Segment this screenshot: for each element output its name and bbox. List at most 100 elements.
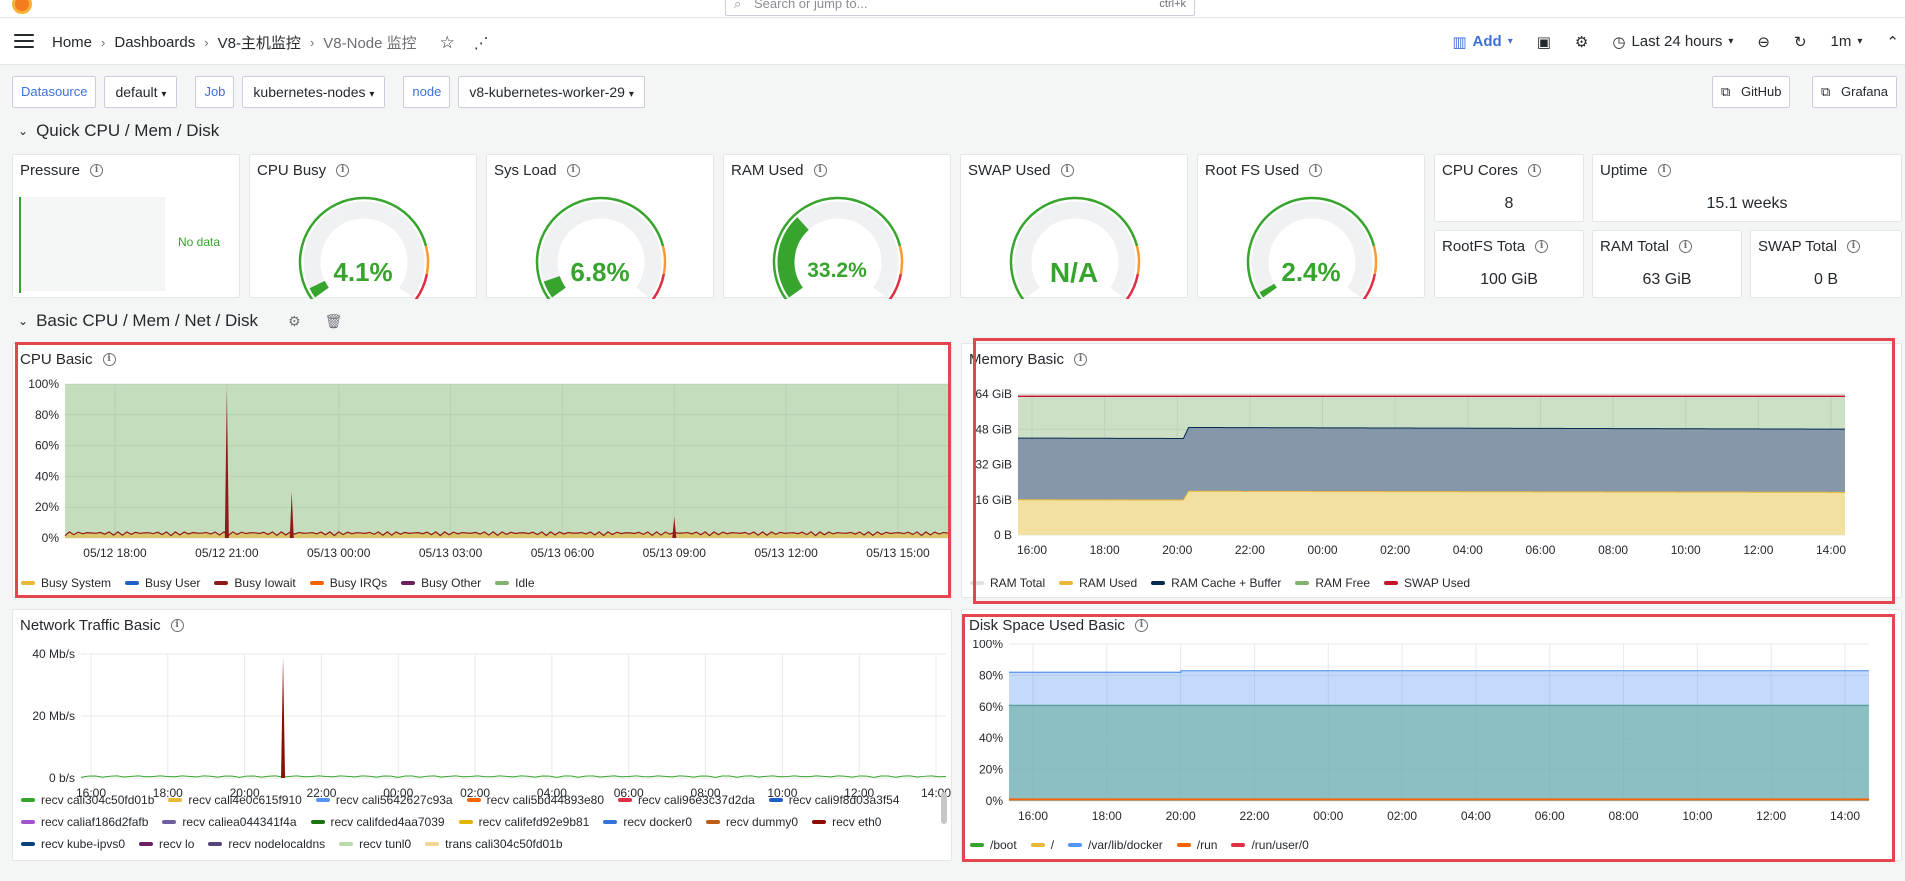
variable-select-job[interactable]: kubernetes-nodes ▾ (242, 76, 386, 108)
gauge-threshold-orange (661, 245, 667, 275)
row-basic-cpu-mem-net-disk[interactable]: ⌄ Basic CPU / Mem / Net / Disk ⚙ 🗑 (18, 311, 342, 331)
legend-item[interactable]: SWAP Used (1384, 576, 1470, 590)
ram-used-area (1018, 491, 1845, 535)
share-icon[interactable]: ⋰ (473, 34, 489, 52)
info-icon[interactable]: i (1535, 240, 1549, 253)
memory-basic-chart[interactable]: 0 B 16 GiB 32 GiB 48 GiB 64 GiB 16:00 18:00 20:… (962, 374, 1903, 599)
breadcrumb-dashboards[interactable]: Dashboards (114, 34, 196, 51)
legend-item[interactable]: recv caliaf186d2fafb (21, 815, 148, 829)
legend-item[interactable]: recv cali5642627c93a (315, 793, 453, 807)
legend-item[interactable]: RAM Cache + Buffer (1151, 576, 1281, 590)
info-icon[interactable]: i (170, 619, 184, 632)
x-tick-label: 05/13 12:00 (754, 546, 818, 560)
legend-item[interactable]: recv nodelocaldns (208, 837, 325, 851)
legend-swatch (1384, 581, 1399, 585)
add-button[interactable]: ▥ Add ▾ (1440, 33, 1524, 51)
legend-label: recv tunl0 (359, 837, 412, 851)
legend-item[interactable]: recv cali96e3c37d2da (618, 793, 755, 807)
row-quick-cpu-mem-disk[interactable]: ⌄ Quick CPU / Mem / Disk (18, 121, 219, 141)
legend-item[interactable]: recv cali9f8d03a3f54 (768, 793, 900, 807)
info-icon[interactable]: i (1134, 619, 1148, 632)
legend-item[interactable]: recv cali4e0c615f910 (168, 793, 302, 807)
info-icon[interactable]: i (336, 164, 350, 177)
legend-item[interactable]: Busy User (125, 576, 200, 590)
legend-item[interactable]: recv califded4aa7039 (310, 815, 445, 829)
info-icon[interactable]: i (90, 164, 104, 177)
panel-pressure: Pressure i No data (12, 154, 240, 298)
info-icon[interactable]: i (1309, 164, 1323, 177)
collapse-header-button[interactable]: ⌃ (1874, 33, 1905, 51)
legend-item[interactable]: recv eth0 (812, 815, 881, 829)
info-icon[interactable]: i (813, 164, 827, 177)
legend-item[interactable]: recv kube-ipvs0 (21, 837, 125, 851)
legend-swatch (162, 820, 177, 824)
legend-item[interactable]: RAM Free (1295, 576, 1370, 590)
star-icon[interactable]: ☆ (439, 32, 455, 52)
menu-icon[interactable] (14, 34, 34, 52)
row-settings-gear-icon[interactable]: ⚙ (288, 312, 301, 329)
x-tick-label: 02:00 (1387, 809, 1417, 823)
breadcrumb-home[interactable]: Home (52, 34, 93, 51)
legend-item[interactable]: Busy IRQs (309, 576, 387, 590)
legend-item[interactable]: recv lo (139, 837, 194, 851)
legend-item[interactable]: / (1030, 838, 1054, 852)
disk-space-used-basic-chart[interactable]: 0% 20% 40% 60% 80% 100% 16:00 18:00 20:00 22:00 00… (962, 640, 1903, 835)
x-tick-label: 16:00 (1018, 809, 1048, 823)
legend-item[interactable]: Idle (495, 576, 535, 590)
info-icon[interactable]: i (1657, 164, 1671, 177)
legend-item[interactable]: RAM Total (970, 576, 1045, 590)
legend-item[interactable]: RAM Used (1059, 576, 1137, 590)
legend-swatch (425, 842, 440, 846)
breadcrumb-folder[interactable]: V8-主机监控 (217, 35, 301, 52)
legend-item[interactable]: Busy System (21, 576, 111, 590)
zoom-out-button[interactable]: ⊖ (1745, 33, 1782, 51)
info-icon[interactable]: i (1074, 353, 1088, 366)
legend-item[interactable]: recv docker0 (603, 815, 692, 829)
info-icon[interactable]: i (1678, 240, 1692, 253)
legend-item[interactable]: /boot (970, 838, 1017, 852)
panel-swap-used: SWAP Used i N/A (960, 154, 1188, 299)
panel-title: CPU Cores i (1442, 162, 1541, 179)
chevron-up-icon: ⌃ (1886, 33, 1899, 51)
save-dashboard-button[interactable]: ▣ (1525, 33, 1563, 51)
refresh-interval-picker[interactable]: 1m ▾ (1819, 33, 1875, 50)
legend-item[interactable]: /run (1176, 838, 1217, 852)
x-tick-label: 22:00 (1235, 543, 1265, 557)
info-icon[interactable]: i (566, 164, 580, 177)
disk-space-used-basic-legend: /boot / /var/lib/docker/run/run/user/0 (970, 838, 1890, 860)
legend-item[interactable]: trans cali304c50fd01b (425, 837, 563, 851)
legend-item[interactable]: recv caliea044341f4a (162, 815, 297, 829)
time-picker-button[interactable]: ◷ Last 24 hours ▾ (1600, 33, 1745, 51)
info-icon[interactable]: i (1527, 164, 1541, 177)
network-traffic-basic-chart[interactable]: 0 b/s 20 Mb/s 40 Mb/s 16:00 18:00 20:00 22:00 0… (13, 640, 953, 820)
legend-item[interactable]: recv cali304c50fd01b (21, 793, 154, 807)
variable-select-node[interactable]: v8-kubernetes-worker-29 ▾ (458, 76, 645, 108)
legend-scrollbar[interactable] (941, 792, 947, 824)
legend-item[interactable]: recv tunl0 (339, 837, 411, 851)
legend-item[interactable]: Busy Iowait (214, 576, 296, 590)
info-icon[interactable]: i (1846, 240, 1860, 253)
row-delete-trash-icon[interactable]: 🗑 (324, 312, 343, 329)
legend-item[interactable]: recv dummy0 (706, 815, 798, 829)
panel-sys-load: Sys Load i 6.8% (486, 154, 714, 299)
legend-item[interactable]: /run/user/0 (1231, 838, 1309, 852)
github-link-button[interactable]: ⧉ GitHub (1712, 76, 1791, 108)
grafana-link-button[interactable]: ⧉ Grafana (1812, 76, 1897, 108)
dashboard-settings-button[interactable]: ⚙ (1563, 33, 1600, 51)
panel-title: CPU Basic i (20, 351, 116, 368)
legend-item[interactable]: Busy Other (401, 576, 481, 590)
legend-item[interactable]: /var/lib/docker (1068, 838, 1163, 852)
variable-label-datasource: Datasource (12, 76, 97, 108)
grafana-logo-icon[interactable] (12, 0, 32, 14)
cpu-basic-chart[interactable]: 0% 20% 40% 60% 80% 100% 05/12 18:00 05/12 21:00… (13, 374, 953, 599)
variable-select-datasource[interactable]: default ▾ (104, 76, 178, 108)
x-tick-label: 12:00 (1756, 809, 1786, 823)
legend-item[interactable]: recv califefd92e9b81 (458, 815, 589, 829)
save-icon: ▣ (1536, 33, 1551, 51)
breadcrumb: Home › Dashboards › V8-主机监控 › V8-Node 监控 ☆ … (52, 32, 489, 53)
legend-item[interactable]: recv cali5bd44893e80 (466, 793, 604, 807)
info-icon[interactable]: i (102, 353, 116, 366)
refresh-button[interactable]: ↻ (1782, 33, 1819, 51)
info-icon[interactable]: i (1060, 164, 1074, 177)
search-input[interactable]: ⌕ Search or jump to... ctrl+k (725, 0, 1195, 16)
